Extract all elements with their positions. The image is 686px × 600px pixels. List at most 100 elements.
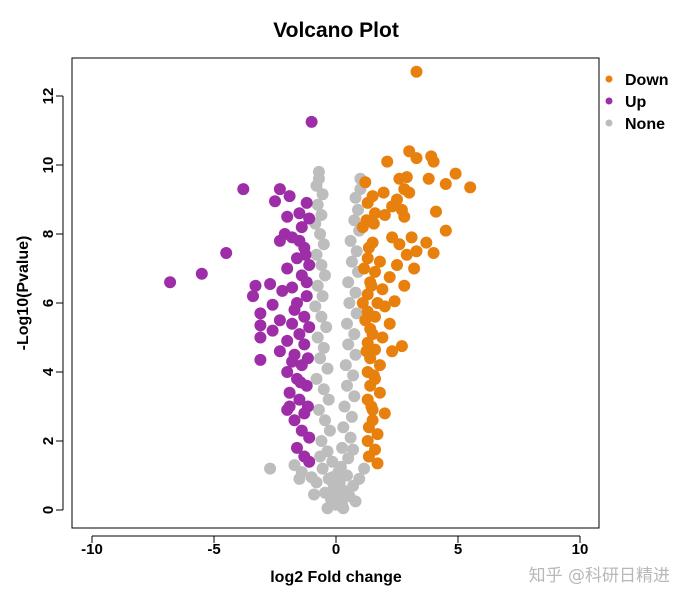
point-up bbox=[269, 195, 281, 208]
point-down bbox=[376, 283, 389, 296]
point-none bbox=[347, 369, 360, 382]
point-none bbox=[312, 403, 325, 416]
point-down bbox=[371, 428, 384, 441]
point-down bbox=[358, 262, 371, 275]
point-up bbox=[303, 212, 316, 225]
point-up bbox=[303, 259, 316, 271]
point-none bbox=[309, 300, 322, 313]
point-none bbox=[348, 328, 361, 341]
x-tick-label: -10 bbox=[81, 541, 103, 558]
point-down bbox=[371, 457, 384, 470]
point-none bbox=[322, 393, 335, 406]
point-none bbox=[342, 452, 355, 465]
point-up bbox=[293, 393, 306, 406]
point-none bbox=[264, 462, 277, 475]
y-tick-label: 6 bbox=[40, 299, 57, 307]
point-down bbox=[369, 265, 381, 278]
point-down bbox=[427, 247, 440, 259]
point-up bbox=[300, 290, 313, 303]
point-down bbox=[369, 310, 381, 323]
point-down bbox=[386, 200, 399, 213]
point-none bbox=[317, 383, 330, 396]
point-up bbox=[281, 210, 294, 223]
point-up bbox=[298, 310, 311, 323]
point-none bbox=[314, 352, 327, 365]
point-down bbox=[386, 345, 399, 358]
point-none bbox=[336, 441, 349, 454]
y-axis-title: -Log10(Pvalue) bbox=[15, 236, 32, 351]
x-tick-label: -5 bbox=[207, 541, 220, 558]
point-up bbox=[254, 319, 267, 332]
point-up bbox=[298, 338, 311, 351]
point-down bbox=[373, 386, 386, 399]
point-none bbox=[311, 198, 324, 211]
point-up bbox=[254, 331, 267, 344]
point-down bbox=[362, 450, 375, 463]
point-up bbox=[295, 221, 308, 234]
point-none bbox=[320, 321, 333, 334]
point-none bbox=[316, 462, 329, 475]
point-down bbox=[381, 155, 394, 168]
point-none bbox=[342, 338, 355, 351]
point-none bbox=[345, 255, 358, 268]
point-down bbox=[361, 196, 374, 209]
point-down bbox=[378, 407, 391, 420]
point-down bbox=[439, 178, 452, 190]
point-none bbox=[343, 297, 356, 309]
point-up bbox=[300, 276, 313, 289]
legend-label-up: Up bbox=[625, 94, 647, 111]
x-tick-label: 5 bbox=[454, 541, 462, 558]
point-none bbox=[321, 502, 334, 515]
point-down bbox=[377, 186, 390, 199]
point-none bbox=[310, 476, 323, 489]
point-none bbox=[315, 435, 328, 447]
legend: Down Up None bbox=[605, 72, 669, 133]
point-up bbox=[264, 278, 277, 290]
point-down bbox=[410, 245, 423, 258]
point-down bbox=[365, 400, 378, 413]
point-up bbox=[286, 355, 299, 368]
point-down bbox=[360, 345, 373, 358]
point-up bbox=[300, 196, 313, 209]
point-up bbox=[283, 386, 296, 399]
point-down bbox=[398, 279, 411, 292]
point-none bbox=[321, 362, 334, 375]
point-up bbox=[220, 247, 233, 259]
point-none bbox=[352, 203, 364, 216]
points-layer bbox=[164, 65, 477, 515]
point-up bbox=[293, 207, 306, 220]
point-down bbox=[430, 205, 442, 218]
point-up bbox=[273, 183, 286, 196]
point-down bbox=[403, 186, 416, 199]
point-none bbox=[341, 317, 353, 330]
point-up bbox=[254, 307, 267, 320]
point-none bbox=[310, 372, 323, 385]
point-none bbox=[338, 400, 351, 413]
point-up bbox=[266, 298, 279, 311]
point-down bbox=[410, 152, 423, 165]
point-none bbox=[293, 472, 306, 485]
point-none bbox=[310, 248, 323, 261]
point-none bbox=[348, 214, 361, 227]
point-up bbox=[303, 431, 316, 444]
point-none bbox=[311, 279, 324, 292]
point-none bbox=[337, 421, 350, 434]
point-up bbox=[286, 281, 299, 294]
point-none bbox=[345, 410, 358, 423]
point-none bbox=[349, 191, 362, 204]
point-up bbox=[294, 376, 307, 389]
point-up bbox=[195, 267, 208, 280]
point-none bbox=[350, 307, 363, 320]
point-up bbox=[293, 234, 306, 247]
point-up bbox=[237, 183, 250, 196]
point-down bbox=[393, 238, 406, 251]
point-down bbox=[367, 369, 380, 382]
point-down bbox=[364, 379, 377, 392]
point-up bbox=[281, 334, 294, 347]
point-up bbox=[301, 400, 314, 413]
point-none bbox=[315, 310, 328, 323]
point-up bbox=[281, 366, 294, 378]
point-down bbox=[395, 340, 408, 353]
legend-label-none: None bbox=[625, 116, 665, 133]
